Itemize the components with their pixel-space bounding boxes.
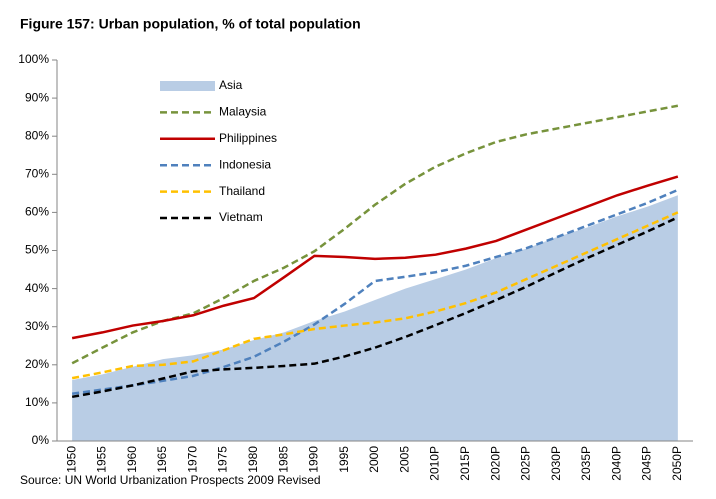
y-tick-label: 60% [25, 205, 49, 219]
x-tick-label: 2005 [397, 446, 411, 473]
y-tick-label: 0% [32, 433, 50, 447]
x-tick-label: 2010P [428, 446, 442, 481]
x-tick-label: 2015P [458, 446, 472, 481]
x-tick-label: 1995 [337, 446, 351, 473]
x-tick-label: 2045P [640, 446, 654, 481]
x-tick-label: 2030P [549, 446, 563, 481]
x-tick-label: 1955 [95, 446, 109, 473]
y-tick-label: 100% [18, 52, 49, 66]
chart-title: Figure 157: Urban population, % of total… [20, 16, 361, 32]
legend-label: Malaysia [219, 105, 267, 119]
x-tick-label: 1975 [216, 446, 230, 473]
line [71, 211, 679, 380]
x-tick-label: 1985 [276, 446, 290, 473]
x-tick-label: 1990 [307, 446, 321, 473]
area [72, 195, 678, 441]
x-tick-label: 2035P [579, 446, 593, 481]
x-tick-label: 2000 [367, 446, 381, 473]
x-tick-label: 2020P [488, 446, 502, 481]
legend-swatch [160, 81, 215, 91]
y-tick-label: 10% [25, 395, 49, 409]
x-tick-label: 2040P [609, 446, 623, 481]
y-tick-label: 20% [25, 357, 49, 371]
x-tick-label: 1970 [185, 446, 199, 473]
x-tick-label: 2050P [670, 446, 684, 481]
source-note: Source: UN World Urbanization Prospects … [20, 473, 321, 487]
line [71, 188, 679, 395]
legend-label: Philippines [219, 131, 277, 145]
y-tick-label: 50% [25, 243, 49, 257]
line [71, 175, 679, 340]
y-tick-label: 30% [25, 319, 49, 333]
x-tick-label: 1980 [246, 446, 260, 473]
y-tick-label: 90% [25, 90, 49, 104]
x-tick-label: 1965 [155, 446, 169, 473]
legend-label: Indonesia [219, 157, 271, 171]
x-tick-label: 1960 [125, 446, 139, 473]
legend-label: Vietnam [219, 210, 263, 224]
y-tick-label: 70% [25, 166, 49, 180]
y-tick-label: 40% [25, 281, 49, 295]
legend-label: Thailand [219, 184, 265, 198]
line [71, 216, 679, 399]
x-tick-label: 1950 [64, 446, 78, 473]
legend-label: Asia [219, 78, 243, 92]
x-tick-label: 2025P [519, 446, 533, 481]
y-tick-label: 80% [25, 128, 49, 142]
